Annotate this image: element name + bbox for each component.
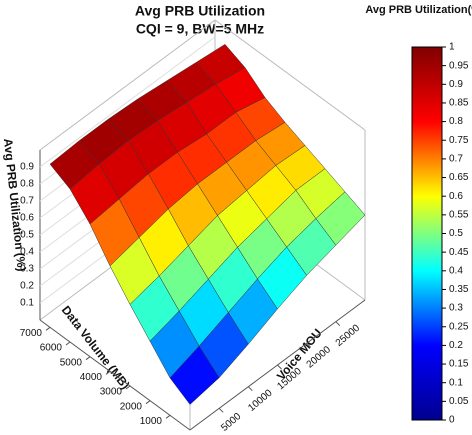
z-tick-label: 0.6: [20, 213, 34, 224]
y-tick-label: 4000: [80, 372, 103, 383]
colorbar-tick-label: 0.15: [449, 359, 469, 370]
colorbar-tick-label: 0.6: [449, 191, 463, 202]
box-edge: [39, 19, 216, 151]
y-tick: [65, 341, 71, 346]
y-tick-label: 5000: [60, 357, 83, 368]
colorbar-tick-label: 0.75: [449, 135, 469, 146]
chart-subtitle: CQI = 9, BW=5 MHz: [136, 21, 264, 37]
x-tick: [277, 364, 282, 370]
y-tick-label: 3000: [100, 387, 123, 398]
y-tick-label: 6000: [40, 343, 63, 354]
y-tick-label: 2000: [120, 401, 143, 412]
x-tick: [218, 407, 224, 413]
colorbar-tick-label: 0.95: [449, 60, 469, 71]
colorbar-tick-label: 0.1: [449, 377, 463, 388]
z-tick-label: 0.2: [20, 281, 34, 292]
x-tick-label: 25000: [334, 322, 363, 349]
colorbar-tick-label: 0.65: [449, 172, 469, 183]
colorbar-tick-label: 0.35: [449, 284, 469, 295]
y-tick: [145, 400, 151, 405]
colorbar-tick-label: 0.2: [449, 340, 463, 351]
colorbar-tick-label: 0.3: [449, 303, 463, 314]
y-tick: [45, 326, 51, 331]
colorbar-tick-label: 0: [449, 415, 455, 426]
colorbar: [411, 46, 443, 421]
colorbar-tick-label: 0.45: [449, 247, 469, 258]
y-axis-line: [39, 319, 191, 431]
z-tick-label: 0.7: [20, 196, 34, 207]
x-tick: [306, 342, 312, 348]
colorbar-tick-label: 0.9: [449, 79, 463, 90]
colorbar-tick-label: 0.85: [449, 98, 469, 109]
z-tick-label: 0.8: [20, 179, 34, 190]
colorbar-tick-label: 0.7: [449, 154, 463, 165]
y-tick: [125, 385, 131, 390]
chart-title: Avg PRB Utilization: [135, 3, 265, 19]
box-edge: [214, 19, 366, 131]
y-tick: [165, 414, 171, 419]
y-tick-label: 1000: [140, 416, 163, 427]
x-tick-label: 10000: [246, 387, 275, 414]
z-tick-label: 0.3: [20, 264, 34, 275]
colorbar-tick-label: 0.55: [449, 209, 469, 220]
surface-cell: [169, 345, 220, 405]
z-tick-label: 0.4: [20, 247, 34, 258]
colorbar-tick-label: 0.8: [449, 116, 463, 127]
colorbar-tick-label: 1: [449, 42, 455, 53]
colorbar-tick-label: 0.5: [449, 228, 463, 239]
y-tick-label: 7000: [20, 328, 43, 339]
z-tick-label: 0.5: [20, 230, 34, 241]
colorbar-tick-label: 0.05: [449, 396, 469, 407]
colorbar-tick-label: 0.4: [449, 265, 463, 276]
grid-line: [39, 36, 216, 168]
colorbar-tick-label: 0.25: [449, 321, 469, 332]
x-tick: [335, 321, 341, 327]
x-tick-label: 5000: [219, 411, 243, 434]
y-tick: [85, 356, 91, 361]
y-tick: [105, 370, 111, 375]
colorbar-title: Avg PRB Utilization(%): [365, 4, 472, 16]
z-tick-label: 0.9: [20, 162, 34, 173]
x-tick: [247, 386, 253, 392]
z-tick-label: 0.1: [20, 298, 34, 309]
